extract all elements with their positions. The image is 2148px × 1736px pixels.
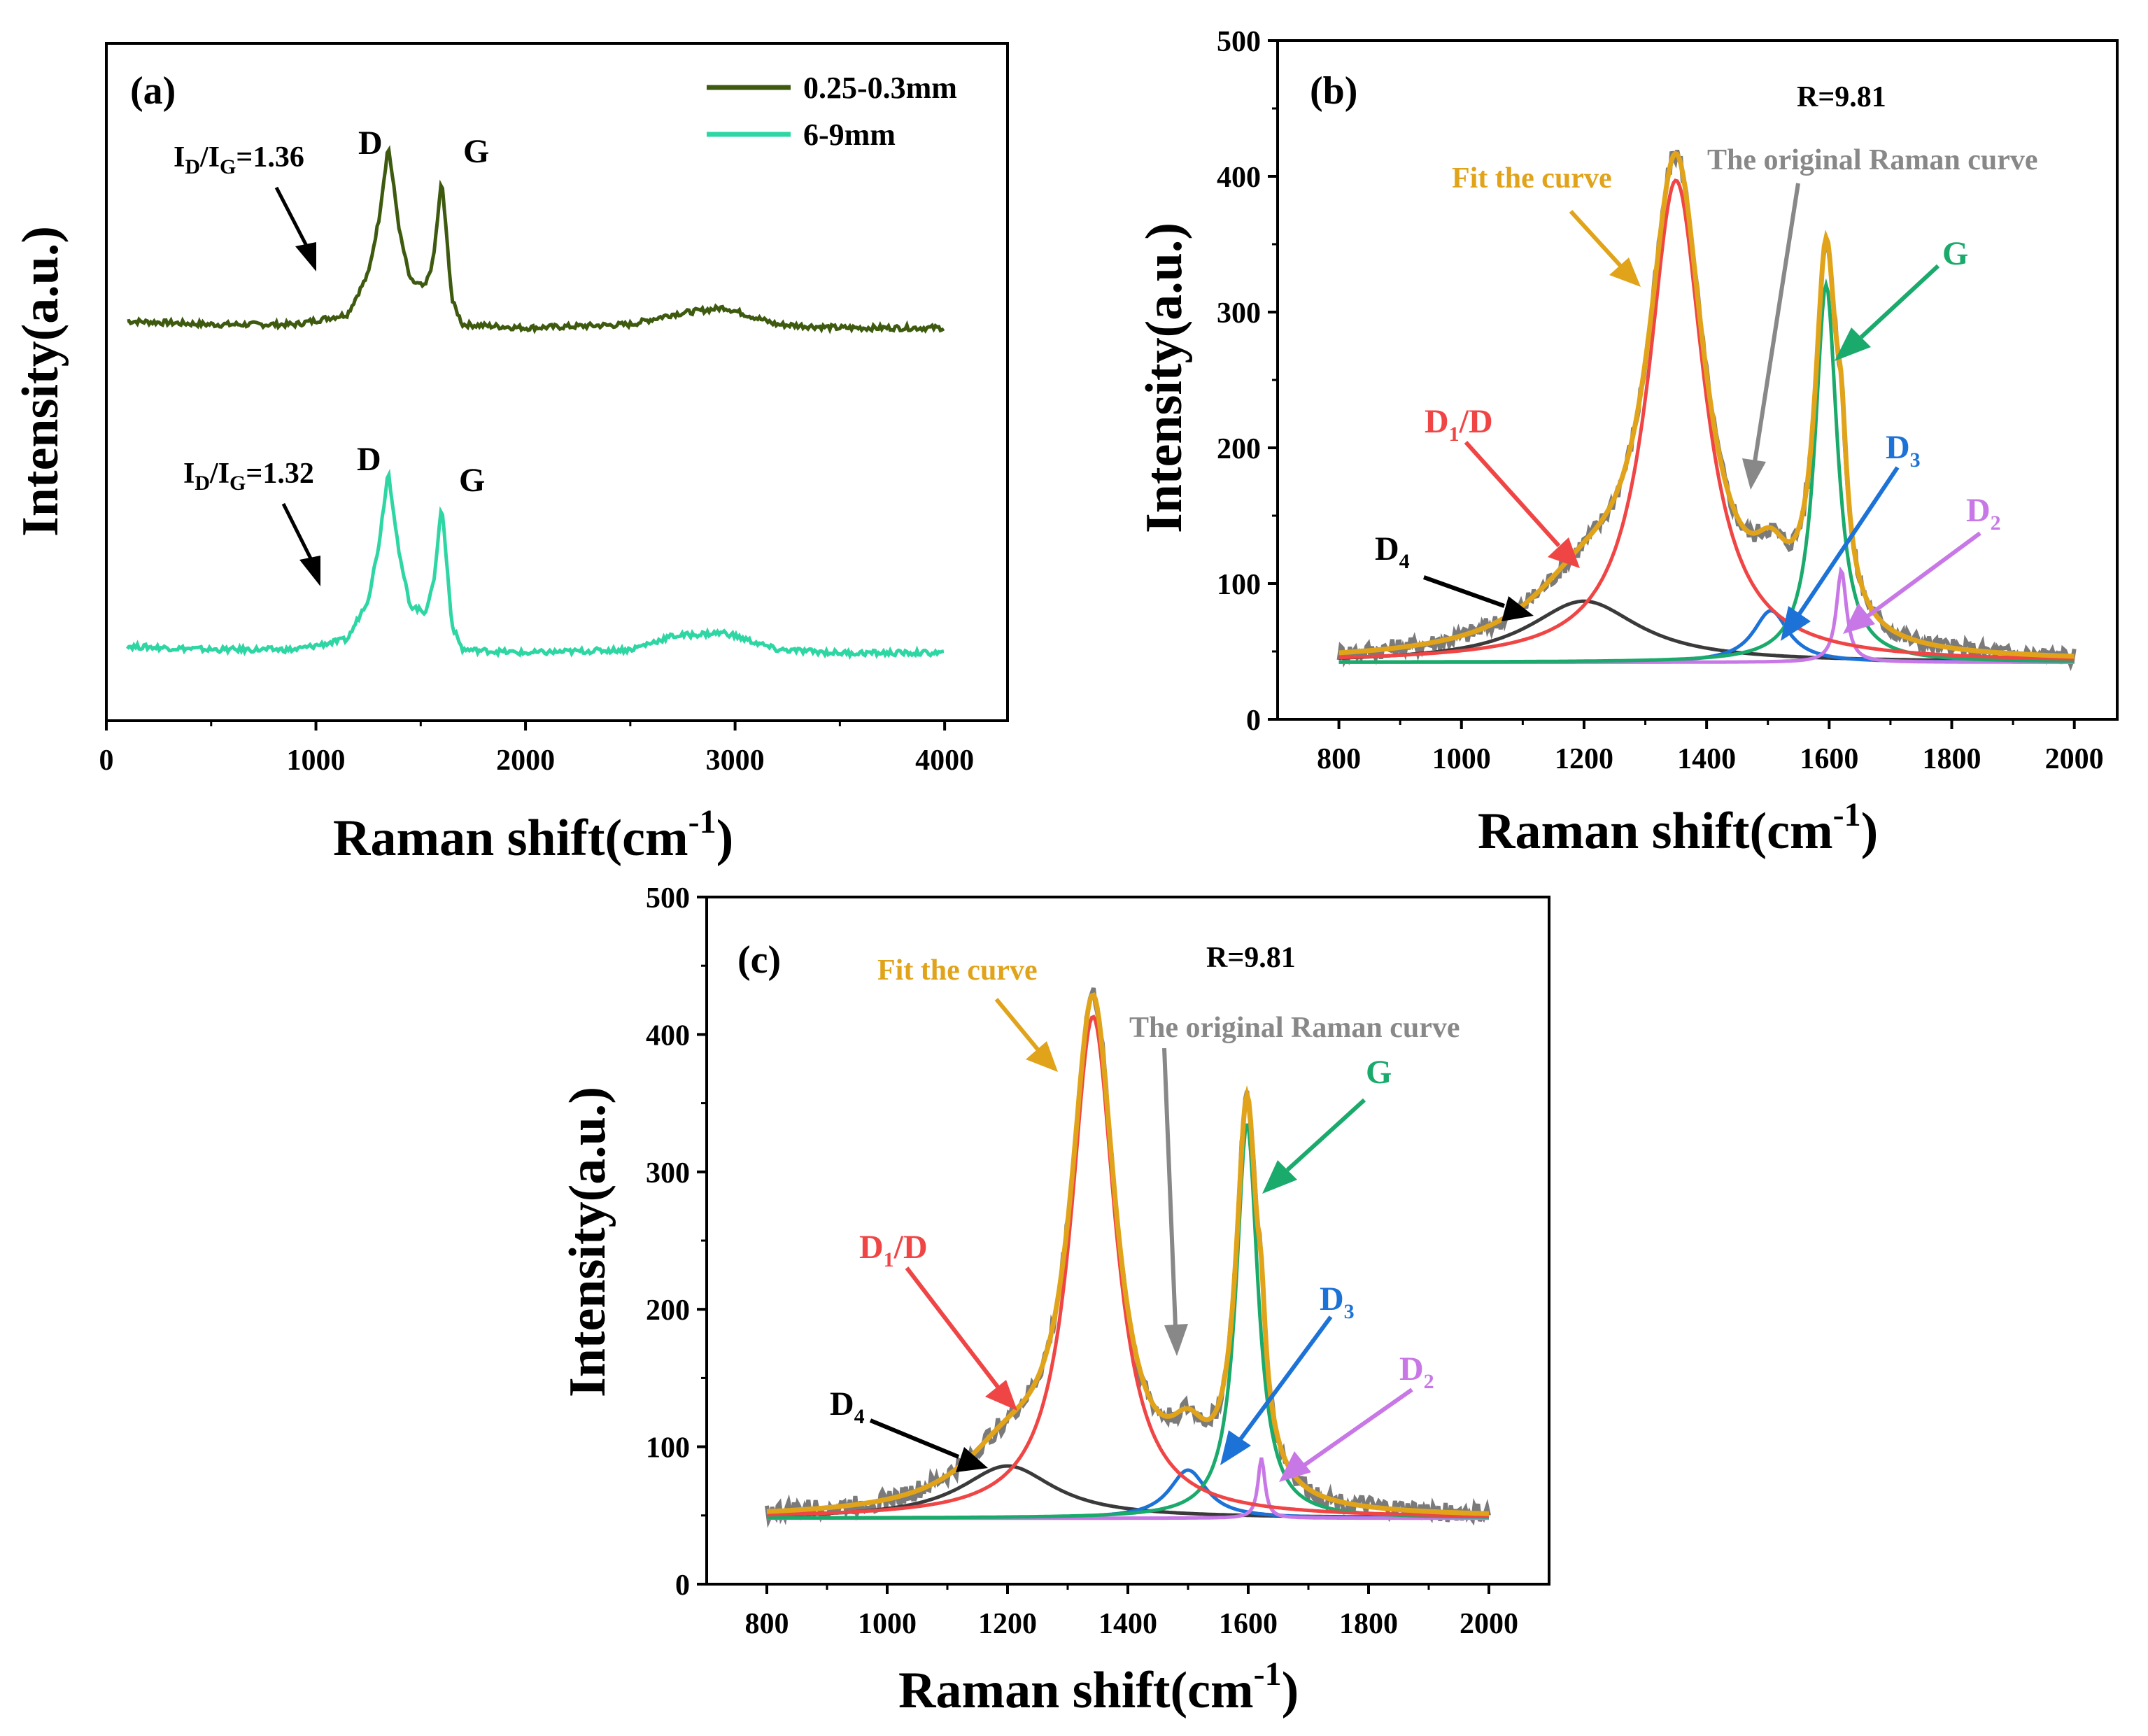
x-tick-label: 1200 bbox=[1555, 743, 1613, 775]
panel-a-x-ticks: 0 1000 2000 3000 4000 bbox=[99, 721, 974, 777]
ratio-arrow-bottom bbox=[281, 502, 320, 586]
x-tick-label: 1800 bbox=[1339, 1608, 1398, 1640]
peak-label-G-top: G bbox=[463, 133, 489, 170]
panel-c-arrow-D3 bbox=[1220, 1315, 1333, 1465]
panel-a-x-title: Raman shift(cm-1) bbox=[333, 803, 733, 867]
panel-b-arrow-D3 bbox=[1781, 466, 1900, 641]
panel-b-D1-label: D1/D bbox=[1425, 403, 1493, 446]
x-tick-label: 800 bbox=[745, 1608, 789, 1640]
panel-b-D3-label: D3 bbox=[1886, 429, 1921, 472]
panel-b-D4-label: D4 bbox=[1375, 530, 1410, 573]
panel-b-arrow-fit bbox=[1569, 209, 1641, 287]
x-tick-label: 1400 bbox=[1098, 1608, 1157, 1640]
fit-curve bbox=[766, 992, 1489, 1516]
panel-b-arrow-D4 bbox=[1422, 575, 1534, 621]
panel-c-r-label: R=9.81 bbox=[1206, 942, 1296, 974]
y-tick-label: 0 bbox=[1246, 705, 1261, 737]
panel-a-legend: 0.25-0.3mm 6-9mm bbox=[707, 71, 957, 152]
y-tick-label: 200 bbox=[646, 1294, 690, 1327]
panel-b: (b) 800 1000 1200 1400 1600 1800 2000 0 100 200 30… bbox=[1136, 26, 2119, 860]
panel-c-D1-label: D1/D bbox=[859, 1229, 928, 1271]
panel-c-D2-label: D2 bbox=[1399, 1350, 1434, 1393]
component-G-curve bbox=[1338, 278, 2075, 664]
panel-a-frame bbox=[105, 42, 1009, 722]
x-tick-label: 2000 bbox=[2045, 743, 2104, 775]
panel-c-letter: (c) bbox=[737, 938, 781, 982]
panel-b-D2-label: D2 bbox=[1966, 492, 2001, 535]
x-tick-label: 4000 bbox=[915, 744, 974, 777]
panel-b-arrow-G bbox=[1835, 264, 1940, 361]
panel-c-x-title: Raman shift(cm-1) bbox=[898, 1656, 1299, 1719]
x-tick-label: 3000 bbox=[706, 744, 765, 777]
fit-curve bbox=[1338, 150, 2075, 659]
x-tick-label: 1000 bbox=[858, 1608, 917, 1640]
panel-c-ticks: 800 1000 1200 1400 1600 1800 2000 0 100 200 300 400… bbox=[646, 882, 1518, 1640]
series-line-0.25-0.3mm bbox=[127, 145, 945, 334]
panel-b-r-label: R=9.81 bbox=[1797, 81, 1886, 113]
panel-c: (c) 800 1000 1200 1400 1600 1800 2000 0 100 200 30… bbox=[559, 882, 1550, 1719]
peak-label-D-top: D bbox=[358, 125, 383, 162]
legend-label-1: 6-9mm bbox=[803, 118, 896, 152]
x-tick-label: 1000 bbox=[287, 744, 346, 777]
x-tick-label: 2000 bbox=[496, 744, 555, 777]
x-tick-label: 0 bbox=[99, 744, 114, 777]
ratio-label-bottom: ID/IG=1.32 bbox=[183, 458, 314, 495]
y-tick-label: 400 bbox=[646, 1019, 690, 1052]
panel-c-arrow-fit bbox=[994, 998, 1058, 1072]
y-tick-label: 400 bbox=[1217, 162, 1261, 194]
panel-c-arrow-D4 bbox=[869, 1418, 988, 1472]
y-tick-label: 500 bbox=[646, 882, 690, 915]
legend-label-0: 0.25-0.3mm bbox=[803, 71, 957, 105]
panel-b-original-label: The original Raman curve bbox=[1707, 144, 2037, 176]
panel-b-y-title: Intensity(a.u.) bbox=[1136, 223, 1193, 533]
panel-b-arrow-original bbox=[1742, 183, 1800, 490]
ratio-label-top: ID/IG=1.36 bbox=[174, 141, 304, 178]
panel-a: (a) 0.25-0.3mm 6-9mm 0 1000 2000 3000 4000 D… bbox=[12, 42, 1009, 867]
panel-b-arrow-D1 bbox=[1464, 440, 1580, 568]
component-D1-curve bbox=[1338, 178, 2075, 661]
panel-c-arrow-G bbox=[1262, 1098, 1366, 1194]
x-tick-label: 1800 bbox=[1923, 743, 1981, 775]
panel-b-letter: (b) bbox=[1310, 69, 1357, 113]
ratio-arrow-top bbox=[274, 186, 316, 271]
panel-c-original-label: The original Raman curve bbox=[1129, 1012, 1460, 1044]
panel-a-y-title: Intensity(a.u.) bbox=[12, 226, 69, 537]
y-tick-label: 0 bbox=[675, 1569, 690, 1602]
y-tick-label: 100 bbox=[646, 1432, 690, 1465]
component-D1-curve bbox=[767, 1014, 1489, 1518]
panel-c-y-title: Intensity(a.u.) bbox=[559, 1087, 616, 1397]
y-tick-label: 100 bbox=[1217, 569, 1261, 601]
panel-c-arrow-original bbox=[1162, 1047, 1188, 1356]
panel-b-ticks: 800 1000 1200 1400 1600 1800 2000 0 100 200 300 400… bbox=[1217, 26, 2104, 775]
y-tick-label: 500 bbox=[1217, 26, 1261, 58]
panel-b-arrow-D2 bbox=[1843, 531, 1981, 634]
panel-b-fit-label: Fit the curve bbox=[1452, 162, 1612, 195]
x-tick-label: 1600 bbox=[1800, 743, 1858, 775]
x-tick-label: 1400 bbox=[1677, 743, 1736, 775]
series-line-6-9mm bbox=[125, 468, 945, 661]
panel-c-arrow-D1 bbox=[905, 1266, 1017, 1411]
x-tick-label: 1200 bbox=[978, 1608, 1037, 1640]
panel-b-x-title: Raman shift(cm-1) bbox=[1478, 796, 1878, 860]
peak-label-G-bottom: G bbox=[459, 462, 485, 499]
y-tick-label: 300 bbox=[646, 1157, 690, 1190]
panel-c-fit-label: Fit the curve bbox=[877, 954, 1038, 987]
panel-c-G-label: G bbox=[1366, 1054, 1392, 1091]
panel-c-D3-label: D3 bbox=[1320, 1280, 1355, 1323]
x-tick-label: 1000 bbox=[1432, 743, 1491, 775]
y-tick-label: 200 bbox=[1217, 433, 1261, 465]
panel-c-arrow-D2 bbox=[1279, 1388, 1413, 1482]
panel-b-curves bbox=[1336, 149, 2077, 672]
panel-c-curves bbox=[765, 987, 1491, 1528]
y-tick-label: 300 bbox=[1217, 297, 1261, 330]
x-tick-label: 1600 bbox=[1219, 1608, 1278, 1640]
panel-a-letter: (a) bbox=[130, 69, 176, 113]
panel-c-D4-label: D4 bbox=[830, 1385, 865, 1428]
peak-label-D-bottom: D bbox=[357, 441, 381, 478]
x-tick-label: 800 bbox=[1317, 743, 1361, 775]
panel-b-G-label: G bbox=[1942, 235, 1968, 272]
x-tick-label: 2000 bbox=[1460, 1608, 1518, 1640]
